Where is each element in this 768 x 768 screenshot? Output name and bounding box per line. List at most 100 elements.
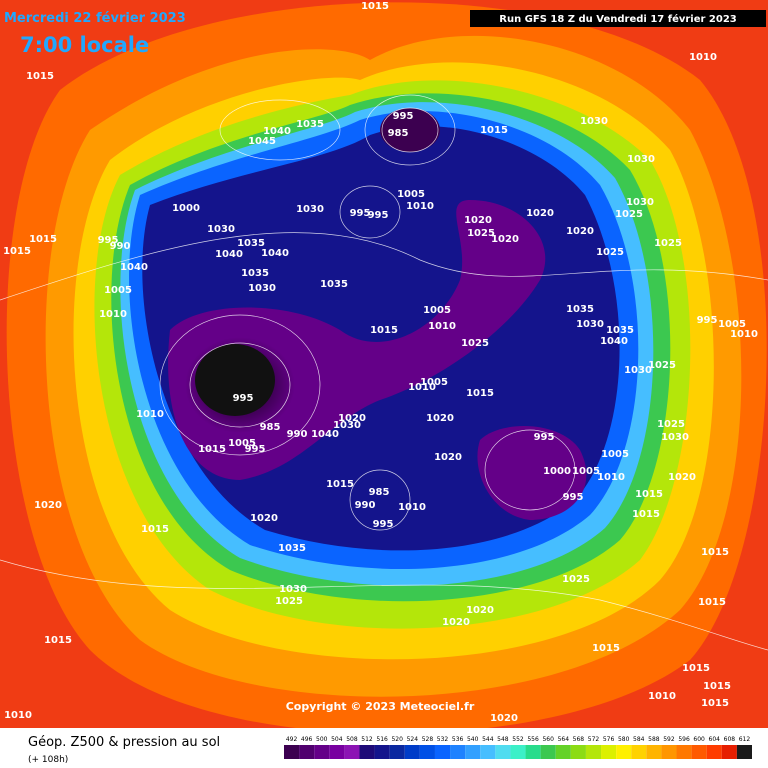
isobar-label: 1035 [296,119,324,130]
isobar-label: 1030 [296,204,324,215]
isobar-label: 1010 [99,309,127,320]
scale-swatch [646,745,662,759]
scale-swatch [721,745,737,759]
isobar-label: 1010 [730,329,758,340]
scale-label: 556 [527,736,539,743]
scale-swatch [465,745,481,759]
scale-label: 544 [482,736,494,743]
isobar-label: 1010 [428,321,456,332]
isobar-label: 1030 [624,365,652,376]
scale-swatch [434,745,451,759]
isobar-label: 1015 [198,444,226,455]
scale-swatch [585,745,602,759]
isobar-label: 1020 [338,413,366,424]
isobar-label: 1015 [701,698,729,709]
isobar-label: 1020 [250,513,278,524]
isobar-label: 1005 [423,305,451,316]
isobar-label: 1020 [491,234,519,245]
isobar-label: 1005 [718,319,746,330]
isobar-label: 1020 [566,226,594,237]
isobar-label: 1025 [654,238,682,249]
isobar-label: 1025 [467,228,495,239]
scale-swatch [661,745,677,759]
scale-swatch [540,745,556,759]
scale-label: 500 [316,736,328,743]
isobar-label: 1020 [668,472,696,483]
scale-label: 608 [724,736,736,743]
scale-label: 508 [346,736,358,743]
isobar-label: 1020 [490,713,518,724]
map-date: Mercredi 22 février 2023 [4,11,186,26]
isobar-label: 1025 [275,596,303,607]
isobar-label: 1030 [626,197,654,208]
isobar-label: 1030 [248,283,276,294]
isobar-label: 1035 [241,268,269,279]
color-scale: 492 496 500 504 508 512 516 520 524 528 532 536 540 5… [284,736,752,759]
isobar-label: 1005 [420,377,448,388]
scale-label: 532 [437,736,449,743]
scale-label: 564 [558,736,570,743]
isobar-label: 1020 [526,208,554,219]
scale-swatch [570,745,586,759]
isobar-label: 1015 [370,325,398,336]
scale-label: 552 [512,736,524,743]
isobar-label: 995 [245,444,266,455]
isobar-label: 1010 [406,201,434,212]
isobar-label: 1030 [627,154,655,165]
isobar-label: 1035 [278,543,306,554]
isobar-label: 990 [110,241,131,252]
scale-label: 560 [542,736,554,743]
scale-label: 584 [633,736,645,743]
scale-label: 492 [286,736,298,743]
scale-swatch [691,745,707,759]
legend-subtitle: (+ 108h) [28,755,68,765]
isobar-label: 1010 [408,382,436,393]
isobar-label: 1015 [592,643,620,654]
isobar-label: 1010 [136,409,164,420]
scale-label: 512 [361,736,373,743]
scale-swatch [314,745,330,759]
isobar-label: 1010 [398,502,426,513]
isobar-label: 995 [368,210,389,221]
scale-label: 580 [618,736,630,743]
isobar-label: 1015 [361,1,389,12]
scale-label: 572 [588,736,600,743]
scale-label: 516 [376,736,388,743]
isobar-label: 1020 [434,452,462,463]
isobar-label: 1025 [461,338,489,349]
isobar-label: 1005 [601,449,629,460]
isobar-label: 1010 [689,52,717,63]
scale-swatch [359,745,375,759]
isobar-label: 1005 [104,285,132,296]
isobar-label: 1030 [576,319,604,330]
scale-swatch [555,745,571,759]
isobar-label: 1005 [397,189,425,200]
scale-swatch [706,745,722,759]
scale-label: 576 [603,736,615,743]
scale-label: 520 [391,736,403,743]
isobar-label: 1015 [480,125,508,136]
scale-swatch [525,745,541,759]
isobars [0,94,768,651]
isobar-label: 1015 [29,234,57,245]
isobar-label: 1010 [597,472,625,483]
scale-swatch [374,745,390,759]
scale-swatch [329,745,345,759]
isobar-label: 1015 [26,71,54,82]
isobar-label: 1005 [572,466,600,477]
scale-label: 568 [573,736,585,743]
scale-label: 496 [301,736,313,743]
isobar-label: 1025 [615,209,643,220]
scale-swatch [419,745,435,759]
scale-swatch [404,745,420,759]
isobar-label: 1035 [566,304,594,315]
scale-swatch [631,745,647,759]
isobar-label: 1025 [562,574,590,585]
isobar-label: 1025 [648,360,676,371]
isobar-label: 1015 [44,635,72,646]
isobar-label: 995 [98,235,119,246]
scale-label: 536 [452,736,464,743]
isobar-label: 1025 [596,247,624,258]
isobar-label: 1035 [606,325,634,336]
